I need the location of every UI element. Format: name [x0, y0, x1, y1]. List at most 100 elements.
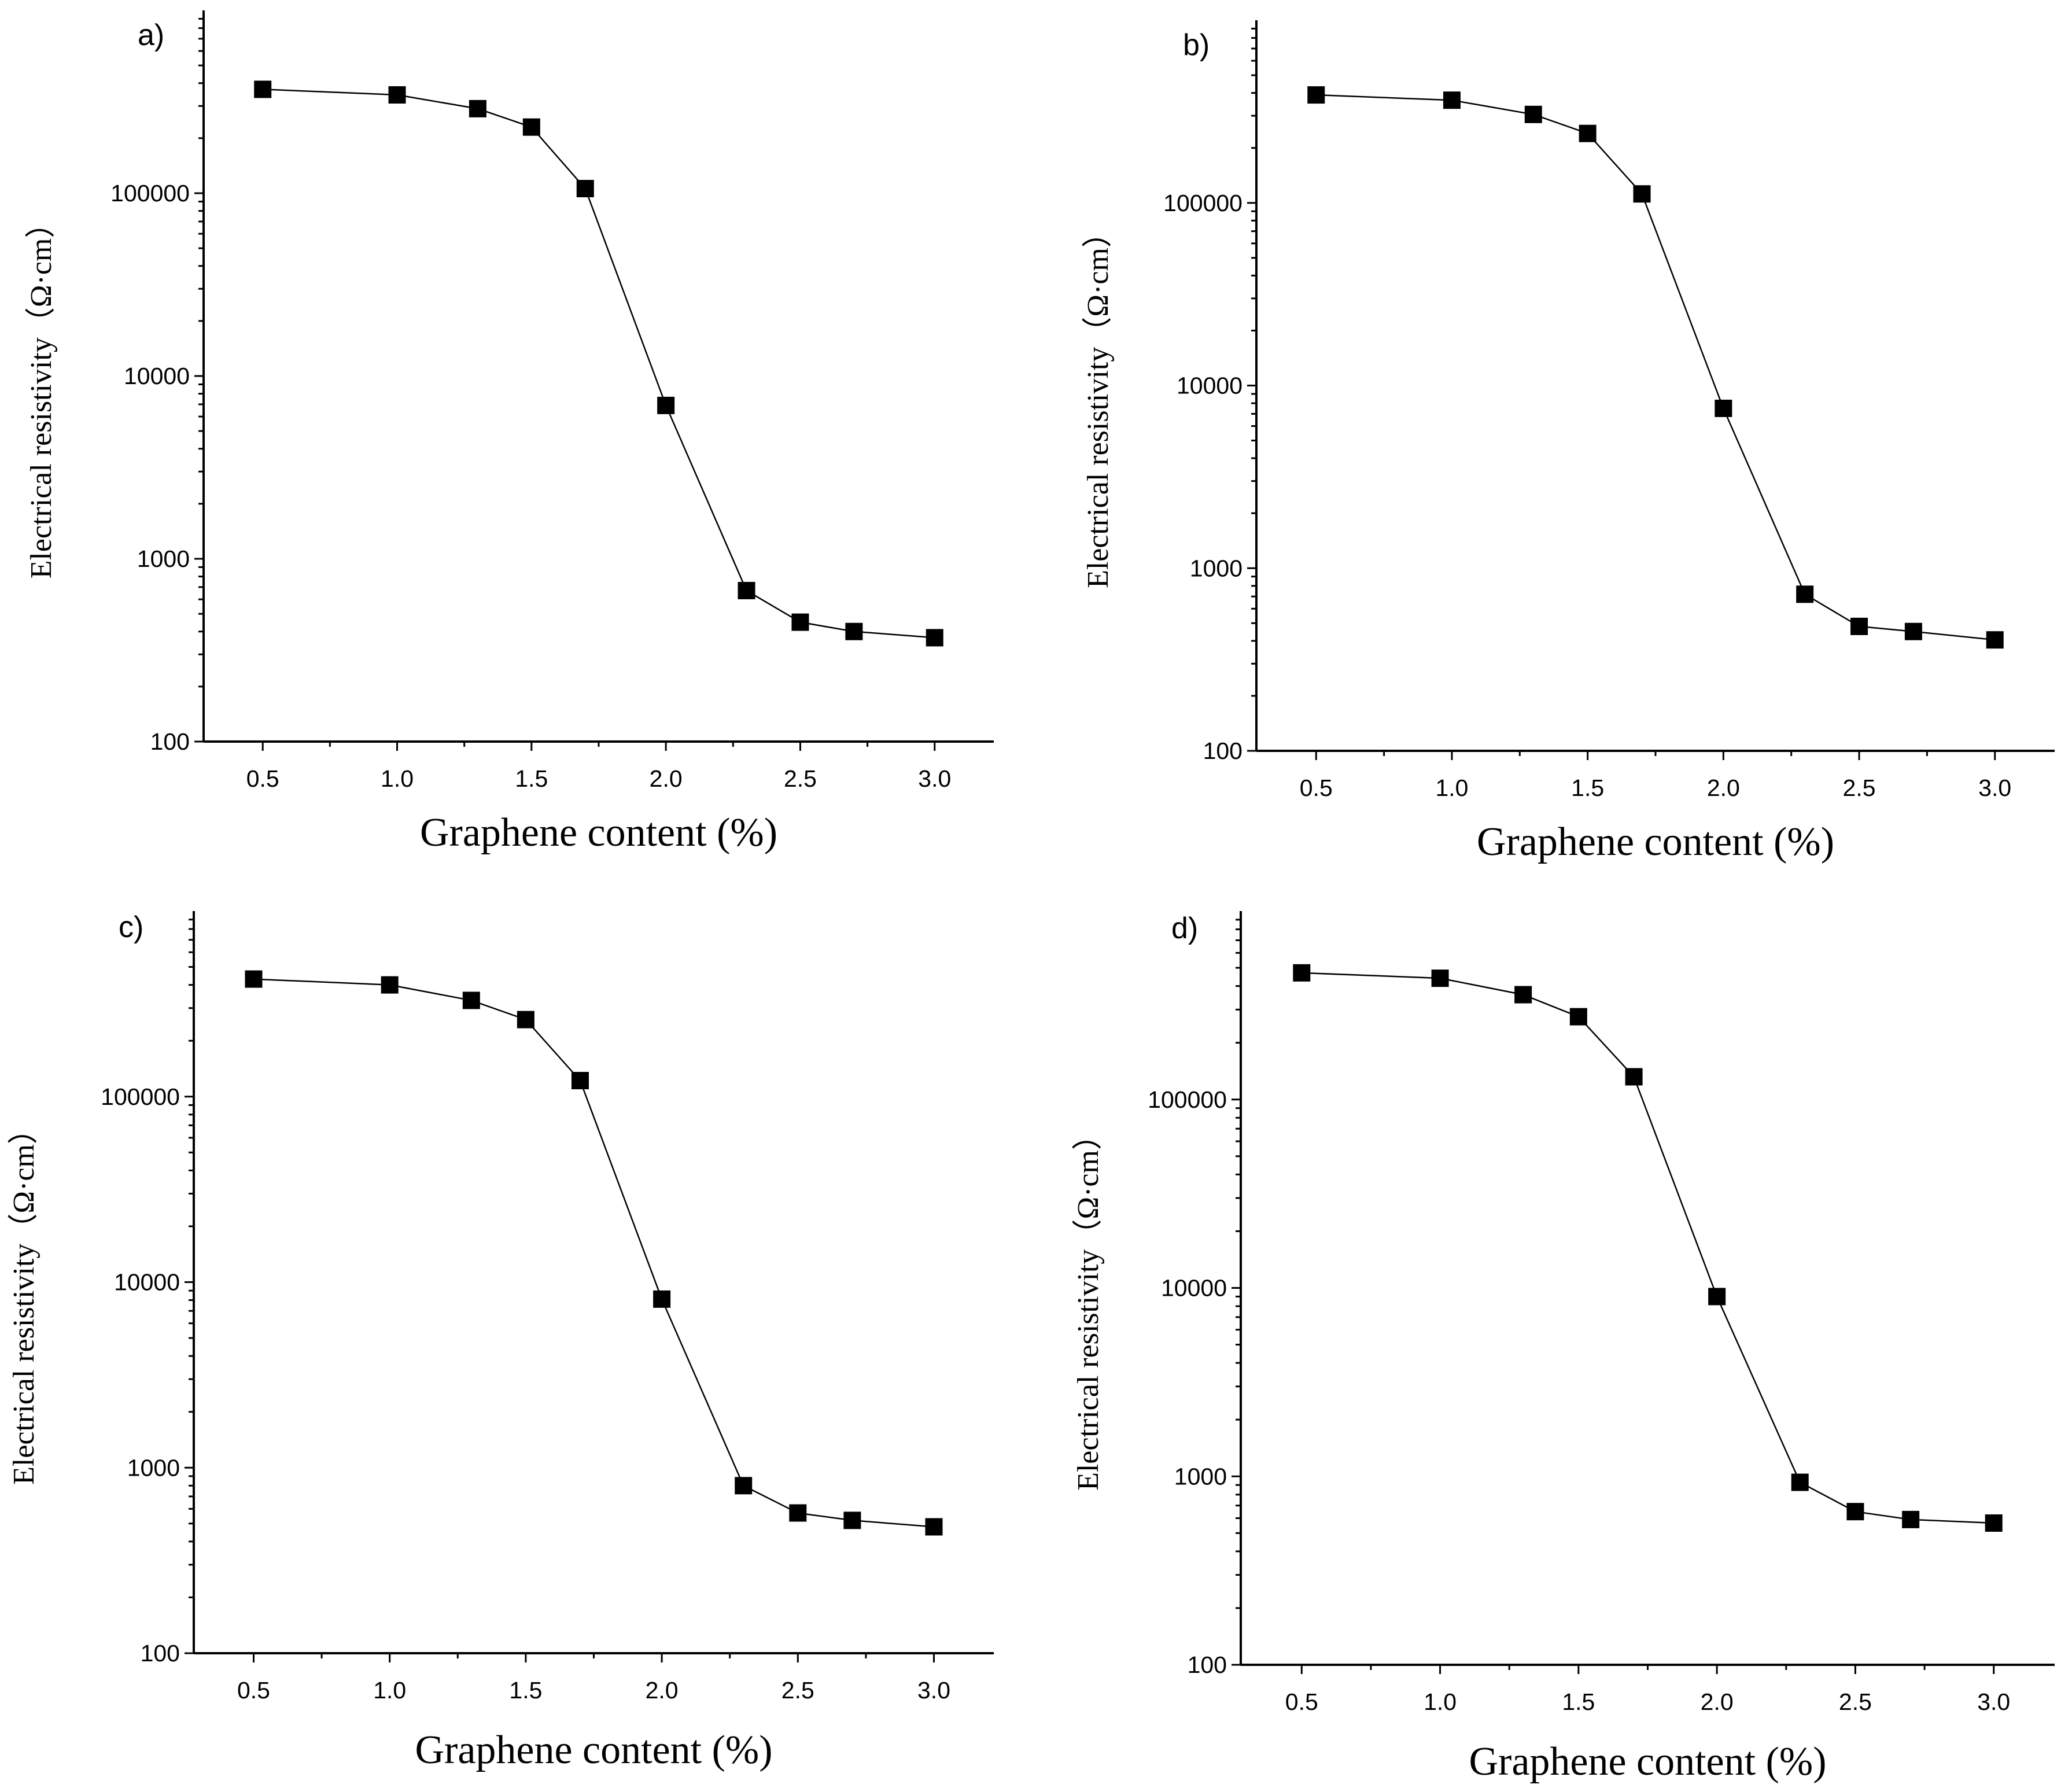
- y-tick-label: 10000: [124, 363, 190, 389]
- data-point: [517, 1011, 534, 1028]
- data-point: [1985, 1514, 2003, 1532]
- x-tick-label: 2.0: [646, 1677, 679, 1704]
- x-tick-label: 2.5: [1839, 1689, 1872, 1715]
- x-tick-label: 2.5: [1843, 775, 1876, 801]
- data-point: [1850, 617, 1868, 635]
- data-point: [1307, 86, 1325, 104]
- y-tick-label: 1000: [1174, 1463, 1227, 1490]
- x-tick-label: 2.0: [1707, 775, 1740, 801]
- data-point: [1293, 964, 1311, 982]
- y-tick-label: 10000: [114, 1269, 180, 1296]
- data-point: [254, 80, 272, 98]
- panel-label: c): [119, 910, 143, 944]
- x-tick-label: 2.0: [650, 765, 683, 792]
- data-point: [381, 976, 399, 994]
- x-tick-label: 1.0: [373, 1677, 406, 1704]
- x-tick-label: 1.5: [1571, 775, 1604, 801]
- y-tick-label: 100: [141, 1640, 180, 1667]
- data-point: [926, 629, 943, 647]
- data-point: [735, 1477, 753, 1495]
- data-point: [1902, 1510, 1920, 1528]
- series-line: [263, 89, 935, 639]
- series-line: [1302, 972, 1994, 1524]
- data-point: [1514, 986, 1532, 1004]
- chart-panel-a: 100 1000 10000 100000 0.5 1.0 1.5 2.0 2.5 3.0 a) Gr…: [25, 10, 994, 855]
- series-line: [1316, 94, 1995, 641]
- x-tick-label: 0.5: [237, 1677, 270, 1704]
- chart-panel-b: 100 1000 10000 100000 0.5 1.0 1.5 2.0 2.5 3.0 b) Gr…: [1082, 20, 2055, 864]
- x-tick-label: 1.5: [1562, 1689, 1595, 1715]
- x-tick-label: 3.0: [917, 1677, 950, 1704]
- y-axis-title: Electrical resistivity（Ω·cm）: [1072, 1120, 1105, 1491]
- x-tick-label: 1.5: [509, 1677, 542, 1704]
- y-tick-label: 100: [1203, 738, 1243, 764]
- data-point: [843, 1511, 861, 1529]
- data-point: [576, 180, 594, 198]
- data-point: [462, 991, 480, 1009]
- panel-label: d): [1171, 912, 1198, 945]
- data-point: [657, 396, 675, 414]
- data-point: [245, 970, 263, 988]
- y-tick-label: 100000: [101, 1083, 180, 1110]
- y-tick-label: 10000: [1161, 1275, 1227, 1302]
- data-point: [925, 1518, 943, 1536]
- x-tick-label: 1.5: [515, 765, 548, 792]
- panel-label: a): [138, 19, 164, 52]
- y-tick-label: 100000: [1163, 190, 1243, 216]
- data-point: [791, 613, 809, 631]
- data-point: [1904, 622, 1922, 640]
- data-point: [1431, 969, 1449, 987]
- x-tick-label: 2.0: [1701, 1689, 1734, 1715]
- x-tick-label: 3.0: [1978, 775, 2011, 801]
- data-point: [1791, 1473, 1809, 1491]
- data-point: [1796, 585, 1814, 603]
- data-point: [388, 86, 406, 104]
- data-point: [789, 1504, 807, 1522]
- data-point: [1986, 631, 2004, 649]
- y-tick-label: 100: [150, 728, 190, 755]
- x-tick-label: 2.5: [784, 765, 817, 792]
- data-point: [1633, 185, 1651, 203]
- data-point: [1625, 1068, 1643, 1086]
- x-axis-title: Graphene content (%): [1477, 820, 1834, 864]
- series-line: [253, 978, 934, 1528]
- x-tick-label: 0.5: [246, 765, 279, 792]
- y-tick-label: 1000: [137, 545, 190, 572]
- panel-label: b): [1183, 28, 1210, 62]
- y-tick-label: 100000: [110, 180, 190, 207]
- y-tick-label: 100: [1188, 1651, 1227, 1678]
- x-tick-label: 2.5: [781, 1677, 814, 1704]
- x-tick-label: 0.5: [1285, 1689, 1318, 1715]
- data-point: [571, 1072, 589, 1090]
- data-point: [1708, 1288, 1726, 1306]
- y-tick-label: 1000: [1190, 555, 1243, 581]
- x-tick-label: 3.0: [918, 765, 951, 792]
- data-point: [1569, 1008, 1587, 1026]
- data-point: [522, 118, 540, 136]
- data-point: [653, 1290, 671, 1308]
- y-axis-title: Electrical resistivity（Ω·cm）: [1082, 217, 1115, 588]
- x-axis-title: Graphene content (%): [1469, 1739, 1826, 1784]
- x-axis-title: Graphene content (%): [415, 1728, 772, 1772]
- data-point: [1443, 91, 1461, 109]
- x-axis-title: Graphene content (%): [420, 810, 777, 855]
- data-point: [845, 622, 863, 640]
- y-axis-title: Electrical resistivity（Ω·cm）: [8, 1114, 40, 1485]
- data-point: [469, 99, 486, 117]
- x-tick-label: 3.0: [1977, 1689, 2010, 1715]
- x-tick-label: 1.0: [381, 765, 414, 792]
- data-point: [1579, 124, 1597, 142]
- data-point: [1715, 399, 1732, 417]
- x-tick-label: 1.0: [1435, 775, 1468, 801]
- x-tick-label: 1.0: [1424, 1689, 1457, 1715]
- y-tick-label: 100000: [1148, 1086, 1227, 1113]
- data-point: [1524, 105, 1542, 123]
- x-tick-label: 0.5: [1300, 775, 1333, 801]
- chart-panel-d: 100 1000 10000 100000 0.5 1.0 1.5 2.0 2.5 3.0 d) Gr…: [1072, 911, 2055, 1784]
- y-tick-label: 1000: [127, 1454, 180, 1481]
- chart-panel-c: 100 1000 10000 100000 0.5 1.0 1.5 2.0 2.5 3.0 c) Gr…: [8, 910, 994, 1772]
- y-axis-title: Electrical resistivity（Ω·cm）: [25, 208, 58, 579]
- data-point: [738, 581, 755, 599]
- y-tick-label: 10000: [1177, 373, 1243, 399]
